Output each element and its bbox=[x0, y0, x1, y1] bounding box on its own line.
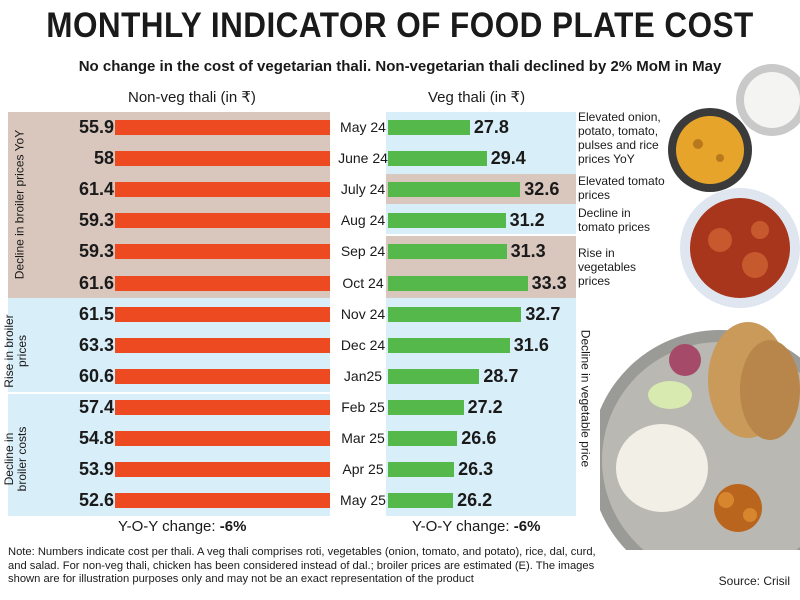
nonveg-value-label: 61.4 bbox=[78, 179, 114, 200]
nonveg-bar bbox=[115, 244, 330, 260]
month-label: Feb 25 bbox=[341, 398, 385, 415]
annot-elevated-tomato: Elevated tomato prices bbox=[578, 174, 665, 202]
footnote: Note: Numbers indicate cost per thali. A… bbox=[8, 546, 596, 585]
veg-yoy-label: Y-O-Y change: bbox=[412, 518, 514, 535]
nonveg-bar bbox=[115, 399, 330, 415]
month-label: May 25 bbox=[340, 492, 386, 509]
nonveg-bar bbox=[115, 337, 330, 353]
veg-bar bbox=[388, 431, 458, 446]
nonveg-value-label: 52.6 bbox=[78, 490, 114, 511]
potato-sabzi-icon bbox=[714, 484, 762, 532]
veg-value-label: 31.2 bbox=[509, 210, 545, 231]
nonveg-value-label: 58 bbox=[93, 148, 114, 169]
veg-value-label: 26.2 bbox=[457, 490, 493, 511]
nonveg-band-1 bbox=[8, 112, 330, 298]
nonveg-bar bbox=[115, 213, 330, 229]
month-label: Nov 24 bbox=[340, 305, 386, 322]
cucumber-icon bbox=[648, 381, 692, 409]
veg-value-label: 26.3 bbox=[458, 459, 494, 480]
nonveg-bar bbox=[115, 275, 330, 291]
annot-elevated-prices-yoy: Elevated onion, potato, tomato, pulses a… bbox=[578, 110, 661, 166]
nonveg-bar bbox=[115, 120, 330, 135]
annot-rise-broiler: Rise in broiler prices bbox=[2, 314, 29, 388]
month-label: July 24 bbox=[340, 181, 386, 198]
veg-bar bbox=[388, 213, 506, 229]
veg-value-label: 31.6 bbox=[513, 334, 549, 355]
nonveg-value-label: 55.9 bbox=[78, 117, 114, 137]
nonveg-series-header: Non-veg thali (in ₹) bbox=[128, 89, 256, 106]
onion-icon bbox=[669, 344, 701, 376]
month-label: May 24 bbox=[340, 119, 386, 135]
food-illustration bbox=[600, 64, 800, 550]
veg-bar bbox=[388, 493, 454, 509]
month-label: Aug 24 bbox=[340, 212, 386, 229]
nonveg-bar bbox=[115, 306, 330, 322]
annot-decline-broiler-costs: Decline in broiler costs bbox=[2, 426, 29, 492]
veg-bar bbox=[388, 120, 470, 135]
veg-value-label: 28.7 bbox=[483, 365, 519, 386]
nonveg-yoy-label: Y-O-Y change: bbox=[118, 518, 220, 535]
nonveg-bar bbox=[115, 151, 330, 167]
veg-bar bbox=[388, 337, 510, 353]
veg-bar bbox=[388, 306, 522, 322]
nonveg-value-label: 54.8 bbox=[78, 428, 114, 448]
month-label: Dec 24 bbox=[340, 336, 386, 353]
veg-bar bbox=[388, 182, 521, 198]
source-credit: Source: Crisil bbox=[718, 574, 790, 588]
nonveg-value-label: 61.5 bbox=[78, 303, 114, 324]
veg-bar bbox=[388, 275, 528, 291]
chart-subtitle: No change in the cost of vegetarian thal… bbox=[78, 58, 722, 75]
veg-value-label: 27.2 bbox=[467, 396, 503, 417]
veg-value-label: 33.3 bbox=[531, 272, 567, 293]
annot-rise-vegetables: Rise in vegetables prices bbox=[578, 246, 637, 288]
veg-bar bbox=[388, 368, 480, 384]
nonveg-value-label: 59.3 bbox=[78, 210, 114, 231]
month-label: Mar 25 bbox=[341, 430, 385, 446]
month-label: June 24 bbox=[338, 150, 388, 167]
nonveg-value-label: 60.6 bbox=[78, 365, 114, 386]
veg-yoy-value: -6% bbox=[513, 518, 541, 535]
nonveg-bar bbox=[115, 462, 330, 478]
month-label: Oct 24 bbox=[342, 274, 384, 291]
veg-bar bbox=[388, 462, 455, 478]
annot-decline-vegetable: Decline in vegetable price bbox=[578, 329, 593, 468]
veg-value-label: 32.6 bbox=[524, 179, 560, 200]
month-label: Jan25 bbox=[343, 367, 383, 384]
annot-decline-tomato: Decline in tomato prices bbox=[578, 206, 651, 234]
nonveg-value-label: 59.3 bbox=[78, 241, 114, 262]
nonveg-value-label: 63.3 bbox=[78, 334, 114, 355]
veg-value-label: 29.4 bbox=[490, 148, 526, 169]
veg-value-label: 31.3 bbox=[510, 241, 546, 262]
veg-value-label: 26.6 bbox=[461, 428, 497, 448]
nonveg-yoy-value: -6% bbox=[219, 518, 247, 535]
veg-value-label: 27.8 bbox=[473, 117, 509, 137]
nonveg-bar bbox=[115, 368, 330, 384]
veg-value-label: 32.7 bbox=[525, 303, 561, 324]
nonveg-value-label: 57.4 bbox=[78, 396, 114, 417]
nonveg-bar bbox=[115, 493, 330, 509]
veg-series-header: Veg thali (in ₹) bbox=[428, 89, 526, 106]
nonveg-bar bbox=[115, 182, 330, 198]
rice-icon bbox=[616, 424, 708, 512]
nonveg-yoy-change: Y-O-Y change: -6% bbox=[118, 518, 246, 535]
annot-decline-broiler-yoy: Decline in broiler prices YoY bbox=[12, 129, 27, 280]
nonveg-value-label: 53.9 bbox=[78, 459, 114, 480]
nonveg-value-label: 61.6 bbox=[78, 272, 114, 293]
veg-bar bbox=[388, 244, 507, 260]
chart-title: MONTHLY INDICATOR OF FOOD PLATE COST bbox=[46, 6, 754, 45]
nonveg-bar bbox=[115, 431, 330, 446]
veg-bar bbox=[388, 151, 487, 167]
month-label: Apr 25 bbox=[342, 461, 384, 478]
veg-bar bbox=[388, 399, 464, 415]
veg-yoy-change: Y-O-Y change: -6% bbox=[412, 518, 540, 535]
month-label: Sep 24 bbox=[340, 243, 386, 260]
